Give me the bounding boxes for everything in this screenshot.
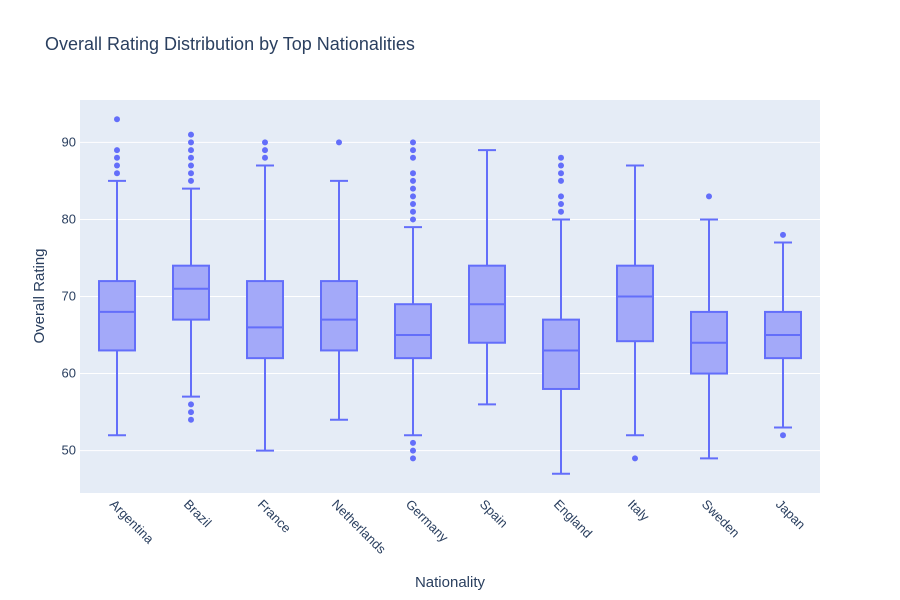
outlier-point (410, 201, 416, 208)
x-tick-label-germany: Germany (403, 497, 452, 546)
outlier-point (410, 447, 416, 454)
box-netherlands (320, 139, 358, 421)
box-japan (764, 231, 802, 439)
outlier-point (336, 139, 342, 146)
x-tick-label-argentina: Argentina (107, 497, 158, 548)
outlier-point (188, 131, 194, 138)
x-tick-label-italy: Italy (625, 497, 653, 525)
y-tick-label: 60 (62, 366, 76, 381)
x-tick-label-netherlands: Netherlands (329, 497, 390, 558)
outlier-point (410, 208, 416, 215)
outlier-point (262, 147, 268, 154)
outlier-point (114, 116, 120, 123)
outlier-point (410, 177, 416, 184)
box-sweden (690, 193, 728, 460)
outlier-point (558, 154, 564, 161)
y-tick-label: 80 (62, 211, 76, 226)
y-axis-ticks: 50 60 70 80 90 (62, 134, 76, 457)
x-tick-label-brazil: Brazil (181, 497, 215, 531)
outlier-point (188, 170, 194, 177)
box-brazil (172, 131, 210, 423)
x-tick-label-spain: Spain (477, 497, 511, 531)
x-axis-ticks: Argentina Brazil France Netherlands Germany S… (107, 497, 809, 558)
outlier-point (262, 154, 268, 161)
outlier-point (188, 147, 194, 154)
outlier-point (558, 193, 564, 200)
outlier-point (188, 409, 194, 416)
outlier-point (188, 162, 194, 169)
outlier-point (558, 170, 564, 177)
y-tick-label: 70 (62, 289, 76, 304)
box-spain (468, 149, 506, 406)
outlier-point (188, 416, 194, 423)
outlier-point (188, 177, 194, 184)
outlier-point (410, 170, 416, 177)
box-italy (616, 164, 654, 462)
x-axis-title: Nationality (415, 574, 486, 591)
outlier-point (188, 154, 194, 161)
outlier-point (188, 401, 194, 408)
y-axis-title: Overall Rating (31, 248, 48, 343)
box-england (542, 154, 580, 475)
iqr-box (320, 280, 358, 352)
iqr-box (616, 264, 654, 343)
iqr-box (172, 264, 210, 321)
outlier-point (410, 147, 416, 154)
y-tick-label: 50 (62, 443, 76, 458)
outlier-point (262, 139, 268, 146)
outlier-point (410, 439, 416, 446)
outlier-point (706, 193, 712, 200)
x-tick-label-england: England (551, 497, 595, 541)
outlier-point (558, 162, 564, 169)
outlier-point (114, 147, 120, 154)
box-france (246, 139, 284, 452)
outlier-point (188, 139, 194, 146)
iqr-box (246, 280, 284, 360)
outlier-point (410, 154, 416, 161)
iqr-box (394, 303, 432, 360)
outlier-point (410, 455, 416, 462)
x-tick-label-sweden: Sweden (699, 497, 743, 541)
outlier-point (410, 193, 416, 200)
outlier-point (558, 201, 564, 208)
outlier-point (558, 177, 564, 184)
outlier-point (410, 139, 416, 146)
iqr-box (98, 280, 136, 352)
outlier-point (410, 185, 416, 192)
y-tick-label: 90 (62, 134, 76, 149)
box-series (98, 116, 802, 475)
chart-title: Overall Rating Distribution by Top Natio… (45, 34, 415, 54)
box-argentina (98, 116, 136, 437)
outlier-point (632, 455, 638, 462)
x-tick-label-france: France (255, 497, 294, 536)
iqr-box (542, 318, 580, 390)
x-tick-label-japan: Japan (773, 497, 809, 533)
outlier-point (780, 432, 786, 439)
outlier-point (114, 170, 120, 177)
outlier-point (114, 154, 120, 161)
outlier-point (558, 208, 564, 215)
box-germany (394, 139, 432, 462)
outlier-point (114, 162, 120, 169)
outlier-point (410, 216, 416, 223)
outlier-point (780, 231, 786, 238)
